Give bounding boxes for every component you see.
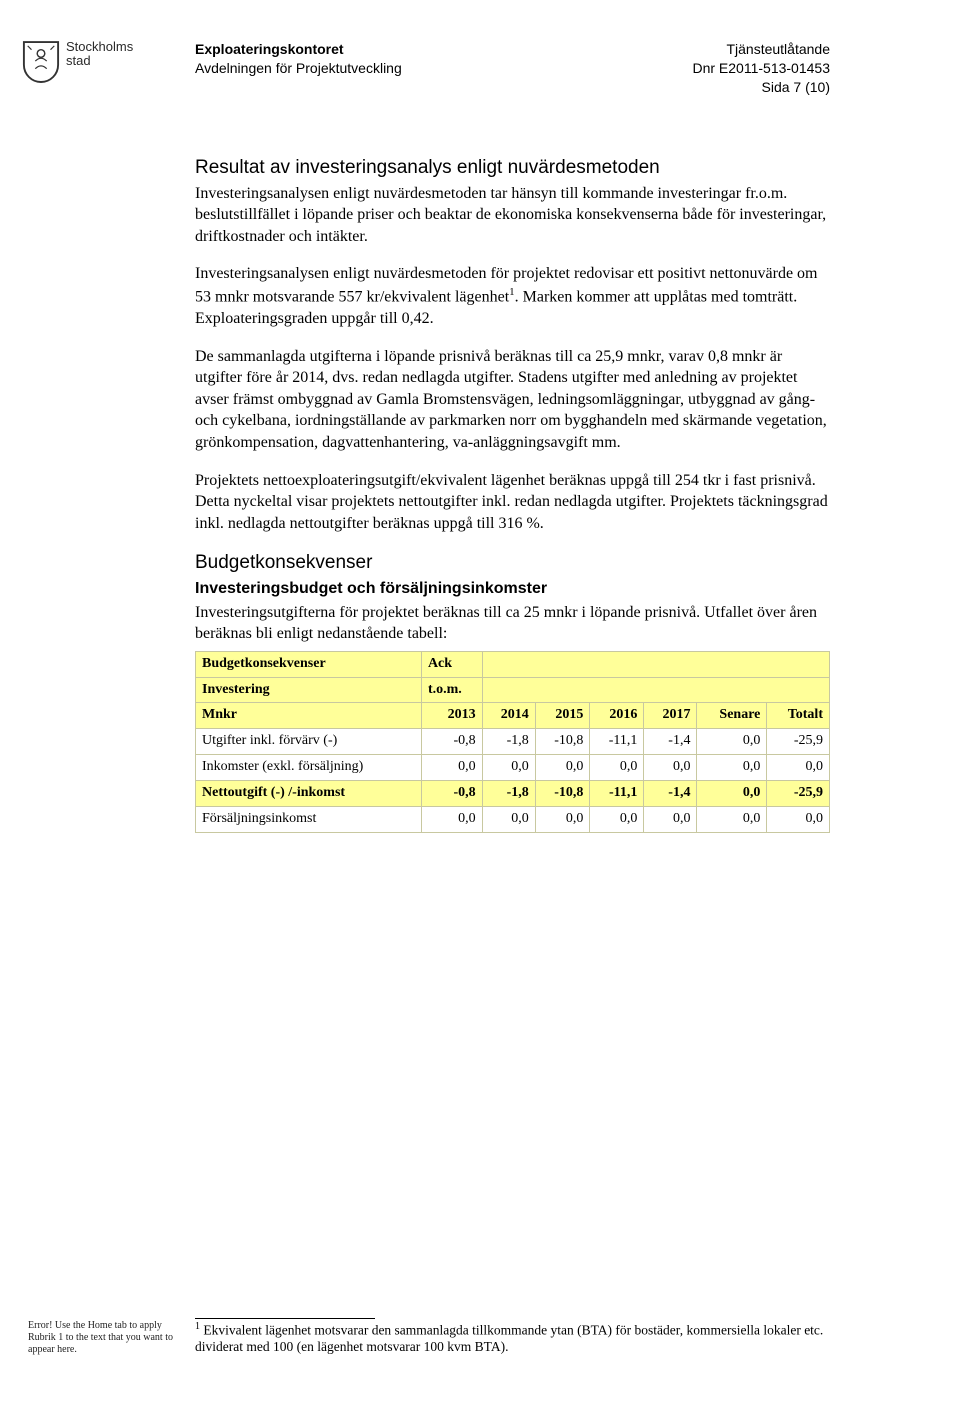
th-investering: Investering	[196, 677, 422, 703]
city-line1: Stockholms	[66, 39, 133, 54]
cell: 0,0	[590, 807, 644, 833]
section1-p3: De sammanlagda utgifterna i löpande pris…	[195, 346, 830, 454]
th-tom: t.o.m.	[421, 677, 482, 703]
cell: 0,0	[697, 729, 767, 755]
city-name: Stockholms stad	[66, 40, 133, 69]
cell: 0,0	[767, 755, 830, 781]
section2-p1: Investeringsutgifterna för projektet ber…	[195, 602, 830, 645]
th-col-2: 2015	[535, 703, 590, 729]
th-col-1: 2014	[482, 703, 535, 729]
org-name: Exploateringskontoret	[195, 40, 530, 59]
dept-name: Avdelningen för Projektutveckling	[195, 59, 530, 78]
cell: 0,0	[482, 755, 535, 781]
row-label: Inkomster (exkl. försäljning)	[196, 755, 422, 781]
doc-type: Tjänsteutlåtande	[692, 40, 830, 59]
cell: -25,9	[767, 781, 830, 807]
section1-p1: Investeringsanalysen enligt nuvärdesmeto…	[195, 183, 830, 248]
cell: -10,8	[535, 781, 590, 807]
cell: 0,0	[644, 807, 697, 833]
th-col-5: Senare	[697, 703, 767, 729]
table-row: Inkomster (exkl. försäljning)0,00,00,00,…	[196, 755, 830, 781]
section2-subtitle: Investeringsbudget och försäljningsinkom…	[195, 578, 830, 600]
city-crest-icon	[22, 40, 60, 86]
table-header-row-3: Mnkr 2013 2014 2015 2016 2017 Senare Tot…	[196, 703, 830, 729]
cell: -11,1	[590, 729, 644, 755]
cell: 0,0	[767, 807, 830, 833]
cell: 0,0	[421, 755, 482, 781]
cell: 0,0	[697, 781, 767, 807]
budget-table: Budgetkonsekvenser Ack Investering t.o.m…	[195, 651, 830, 833]
cell: -11,1	[590, 781, 644, 807]
cell: -1,8	[482, 729, 535, 755]
footnote-rule	[195, 1318, 375, 1319]
cell: 0,0	[590, 755, 644, 781]
footnote-area: 1 Ekvivalent lägenhet motsvarar den samm…	[195, 1318, 830, 1356]
table-header-row-1: Budgetkonsekvenser Ack	[196, 651, 830, 677]
cell: 0,0	[697, 755, 767, 781]
row-label: Försäljningsinkomst	[196, 807, 422, 833]
cell: 0,0	[644, 755, 697, 781]
cell: -25,9	[767, 729, 830, 755]
cell: 0,0	[535, 755, 590, 781]
th-col-4: 2017	[644, 703, 697, 729]
row-label: Utgifter inkl. förvärv (-)	[196, 729, 422, 755]
table-row: Utgifter inkl. förvärv (-)-0,8-1,8-10,8-…	[196, 729, 830, 755]
dnr: Dnr E2011-513-01453	[692, 59, 830, 78]
row-label: Nettoutgift (-) /-inkomst	[196, 781, 422, 807]
th-col-3: 2016	[590, 703, 644, 729]
cell: -1,8	[482, 781, 535, 807]
table-header-row-2: Investering t.o.m.	[196, 677, 830, 703]
cell: 0,0	[421, 807, 482, 833]
th-col-6: Totalt	[767, 703, 830, 729]
cell: -0,8	[421, 781, 482, 807]
footnote-body: Ekvivalent lägenhet motsvarar den samman…	[195, 1322, 823, 1354]
cell: 0,0	[697, 807, 767, 833]
th-ack: Ack	[421, 651, 482, 677]
logo-block: Stockholms stad	[0, 40, 195, 86]
page-number: Sida 7 (10)	[692, 78, 830, 97]
cell: -1,4	[644, 729, 697, 755]
cell: 0,0	[535, 807, 590, 833]
table-row: Försäljningsinkomst0,00,00,00,00,00,00,0	[196, 807, 830, 833]
th-col-0: 2013	[421, 703, 482, 729]
main-content: Resultat av investeringsanalys enligt nu…	[195, 155, 830, 833]
th-budgetkonsekvenser: Budgetkonsekvenser	[196, 651, 422, 677]
table-row: Nettoutgift (-) /-inkomst-0,8-1,8-10,8-1…	[196, 781, 830, 807]
header-left: Exploateringskontoret Avdelningen för Pr…	[195, 40, 530, 78]
header-right: Tjänsteutlåtande Dnr E2011-513-01453 Sid…	[692, 40, 960, 97]
cell: 0,0	[482, 807, 535, 833]
footnote-text: 1 Ekvivalent lägenhet motsvarar den samm…	[195, 1321, 830, 1356]
cell: -1,4	[644, 781, 697, 807]
section1-p2: Investeringsanalysen enligt nuvärdesmeto…	[195, 263, 830, 329]
page-header: Stockholms stad Exploateringskontoret Av…	[0, 40, 960, 97]
section1-title: Resultat av investeringsanalys enligt nu…	[195, 155, 830, 181]
cell: -10,8	[535, 729, 590, 755]
cell: -0,8	[421, 729, 482, 755]
page-field-error: Error! Use the Home tab to apply Rubrik …	[28, 1320, 178, 1356]
th-mnkr: Mnkr	[196, 703, 422, 729]
city-line2: stad	[66, 53, 91, 68]
section1-p4: Projektets nettoexploateringsutgift/ekvi…	[195, 470, 830, 535]
section2-title: Budgetkonsekvenser	[195, 550, 830, 576]
